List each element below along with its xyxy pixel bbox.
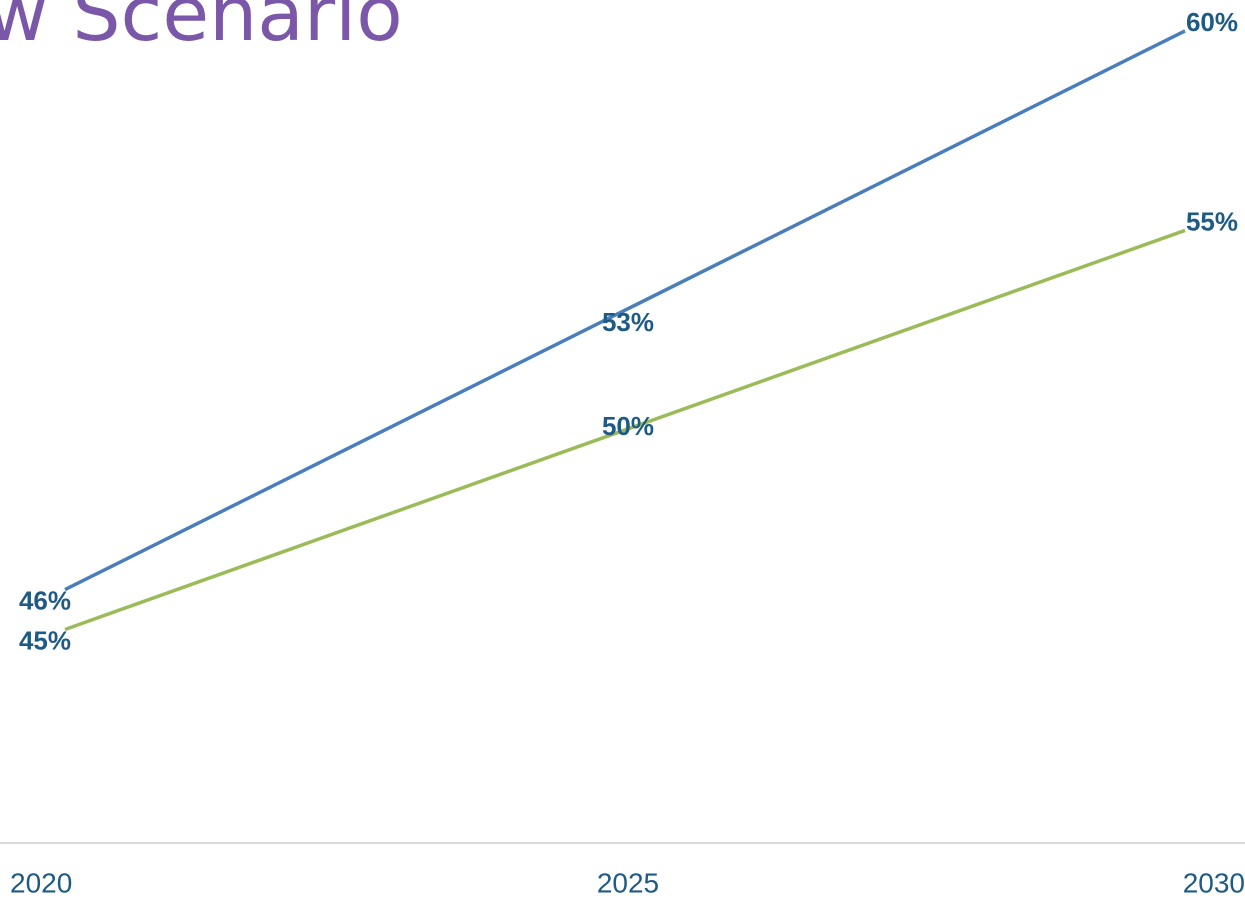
x-tick-label: 2025 bbox=[597, 867, 659, 898]
data-label: 55% bbox=[1186, 206, 1238, 236]
x-tick-label: 2030 bbox=[1183, 867, 1245, 898]
chart-title: w Scenario bbox=[0, 0, 403, 58]
series-line bbox=[64, 29, 1186, 592]
data-label: 45% bbox=[19, 625, 71, 655]
data-label: 46% bbox=[19, 585, 71, 615]
data-label: 60% bbox=[1186, 7, 1238, 37]
data-label: 53% bbox=[602, 307, 654, 337]
series-line bbox=[64, 228, 1186, 632]
data-label: 50% bbox=[602, 411, 654, 441]
x-tick-label: 2020 bbox=[10, 867, 72, 898]
